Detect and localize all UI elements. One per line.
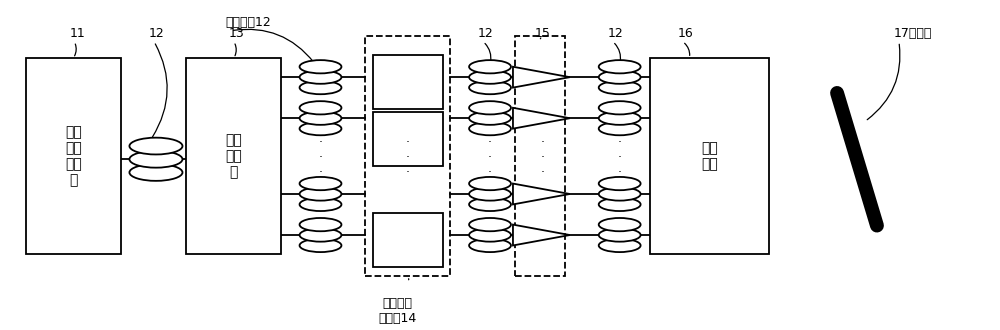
Circle shape [469, 112, 511, 125]
Circle shape [599, 218, 641, 231]
Text: ·
·
·: · · · [618, 136, 622, 179]
Text: 保偏光纤12: 保偏光纤12 [226, 16, 272, 29]
Text: 光纤
阵列: 光纤 阵列 [701, 141, 718, 171]
Text: ·
·
·: · · · [318, 136, 322, 179]
Polygon shape [513, 108, 570, 129]
Bar [515, 36, 565, 276]
Circle shape [129, 138, 182, 154]
Text: 光电相位
调制器14: 光电相位 调制器14 [379, 297, 417, 325]
Bar [650, 58, 769, 254]
Bar [186, 58, 281, 254]
Circle shape [469, 122, 511, 135]
Bar [373, 55, 443, 109]
Bar [373, 112, 443, 166]
Circle shape [599, 228, 641, 242]
Circle shape [599, 81, 641, 94]
Polygon shape [513, 67, 570, 87]
Circle shape [469, 228, 511, 242]
Text: 12: 12 [478, 27, 494, 40]
Circle shape [599, 239, 641, 252]
Circle shape [599, 198, 641, 211]
Text: 13: 13 [229, 27, 245, 40]
Circle shape [300, 187, 341, 201]
Text: 17分束器: 17分束器 [894, 27, 932, 40]
Circle shape [300, 228, 341, 242]
Circle shape [599, 60, 641, 73]
Circle shape [129, 151, 182, 168]
Circle shape [469, 198, 511, 211]
Circle shape [469, 218, 511, 231]
Circle shape [599, 122, 641, 135]
Circle shape [300, 198, 341, 211]
Circle shape [129, 164, 182, 181]
Bar [365, 36, 450, 276]
Text: ·
·
·: · · · [541, 136, 545, 179]
Text: ·
·
·: · · · [488, 136, 492, 179]
Text: 12: 12 [149, 27, 165, 40]
Text: 15: 15 [535, 27, 551, 40]
Text: 连续
光纤
激光
器: 连续 光纤 激光 器 [65, 125, 82, 187]
Text: 光纤
分束
器: 光纤 分束 器 [225, 133, 242, 179]
Circle shape [599, 71, 641, 84]
Text: 11: 11 [69, 27, 85, 40]
Polygon shape [513, 225, 570, 246]
Circle shape [469, 71, 511, 84]
Circle shape [469, 60, 511, 73]
Text: ·
·
·: · · · [406, 136, 410, 179]
Circle shape [469, 81, 511, 94]
Circle shape [300, 218, 341, 231]
Circle shape [469, 239, 511, 252]
Circle shape [469, 187, 511, 201]
Circle shape [469, 101, 511, 115]
Circle shape [300, 112, 341, 125]
Text: 12: 12 [608, 27, 623, 40]
Circle shape [469, 177, 511, 190]
Bar [373, 213, 443, 267]
Circle shape [300, 101, 341, 115]
Circle shape [599, 112, 641, 125]
Circle shape [300, 177, 341, 190]
Polygon shape [513, 183, 570, 204]
Circle shape [599, 187, 641, 201]
Text: 16: 16 [678, 27, 693, 40]
Circle shape [599, 101, 641, 115]
Circle shape [300, 60, 341, 73]
Circle shape [300, 122, 341, 135]
Circle shape [599, 177, 641, 190]
Circle shape [300, 81, 341, 94]
Circle shape [300, 71, 341, 84]
Circle shape [300, 239, 341, 252]
Bar [26, 58, 121, 254]
